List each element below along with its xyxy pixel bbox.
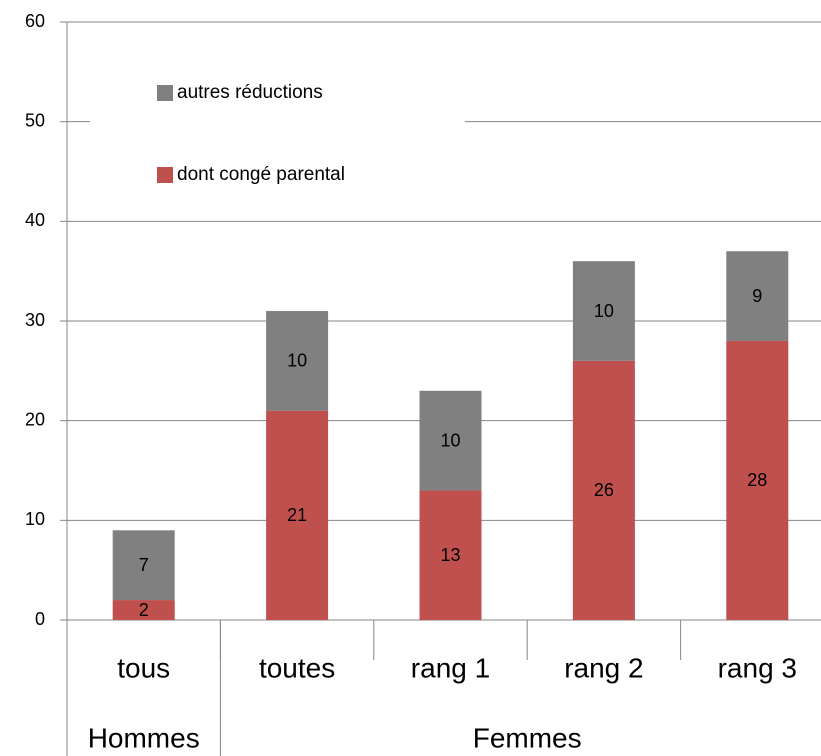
- bar-segment: [572, 261, 635, 361]
- bar-segment: [112, 600, 175, 620]
- bar-segment: [726, 340, 789, 620]
- bar-segment: [726, 251, 789, 341]
- bar-segment: [419, 390, 482, 491]
- data-label: 21: [287, 505, 307, 525]
- x-tick-label: rang 2: [564, 652, 643, 683]
- y-tick-label: 60: [25, 11, 45, 31]
- data-label: 7: [139, 555, 149, 575]
- y-tick-label: 30: [25, 310, 45, 330]
- group-label: Femmes: [473, 722, 582, 753]
- legend-label: dont congé parental: [177, 164, 345, 185]
- data-label: 26: [594, 480, 614, 500]
- legend-swatch: [157, 85, 173, 101]
- y-tick-label: 50: [25, 110, 45, 130]
- x-tick-label: rang 1: [411, 652, 490, 683]
- y-tick-label: 0: [35, 609, 45, 629]
- bar-segment: [112, 530, 175, 601]
- bar-segment: [572, 360, 635, 620]
- data-label: 10: [287, 351, 307, 371]
- data-label: 10: [440, 430, 460, 450]
- y-tick-label: 20: [25, 409, 45, 429]
- legend-label: autres réductions: [177, 82, 323, 103]
- legend-background: [90, 70, 465, 195]
- data-label: 10: [594, 301, 614, 321]
- data-label: 2: [139, 600, 149, 620]
- group-label: Hommes: [88, 722, 200, 753]
- legend-swatch: [157, 167, 173, 183]
- data-label: 28: [747, 470, 767, 490]
- y-tick-label: 10: [25, 509, 45, 529]
- x-tick-label: tous: [117, 652, 170, 683]
- y-tick-label: 40: [25, 210, 45, 230]
- x-tick-label: rang 3: [718, 652, 797, 683]
- bar-segment: [266, 410, 329, 620]
- bar-segment: [419, 490, 482, 620]
- bar-segment: [266, 311, 329, 411]
- data-label: 13: [440, 545, 460, 565]
- x-tick-label: toutes: [259, 652, 335, 683]
- data-label: 9: [752, 286, 762, 306]
